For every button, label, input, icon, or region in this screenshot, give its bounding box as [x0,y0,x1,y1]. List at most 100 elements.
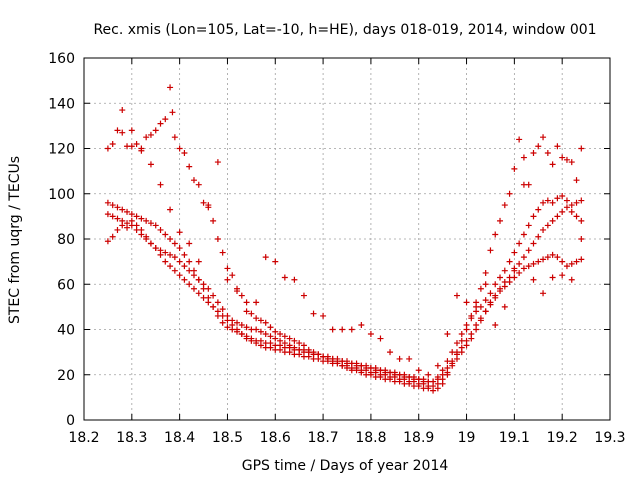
data-point [401,371,408,378]
data-point [573,177,580,184]
x-tick-label: 18.3 [116,430,147,446]
data-point [157,226,164,233]
data-point [143,217,150,224]
data-point [214,236,221,242]
data-point [186,163,193,170]
data-point [296,346,303,353]
data-point [549,199,556,206]
data-point [234,319,241,326]
data-point [568,260,575,267]
data-point [568,202,575,209]
data-point [573,258,580,265]
data-point [262,331,269,338]
data-point [449,349,456,356]
data-point [559,193,566,200]
data-point [243,299,250,306]
data-point [363,362,370,369]
axis-ticks [83,57,611,421]
data-point [143,134,150,141]
data-point [210,292,217,299]
data-point [344,358,350,365]
data-point [281,274,288,281]
data-point [544,222,551,229]
data-point [195,290,202,297]
data-point [104,211,111,218]
data-point [458,331,465,338]
data-point [253,315,260,322]
data-point [157,120,164,127]
x-tick-label: 18.8 [355,430,386,446]
data-point [214,312,221,319]
data-point [540,290,547,297]
data-point [190,267,197,274]
x-tick-label: 19.2 [547,430,578,446]
data-point [147,161,154,168]
x-tick-label: 18.6 [260,430,291,446]
data-point [549,161,556,168]
data-point [334,355,341,362]
data-point [300,292,307,299]
data-point [516,260,523,267]
data-point [329,326,336,333]
data-point [104,145,111,152]
data-point [315,351,322,358]
data-point [544,150,551,157]
data-point [114,226,121,233]
data-point [291,337,298,344]
data-point [124,220,131,227]
data-point [272,335,279,342]
y-tick-label: 140 [48,96,75,112]
data-point [506,278,513,285]
data-point [133,213,140,220]
data-point [224,324,231,331]
data-point [277,331,284,338]
data-point [152,245,159,252]
data-point [171,267,178,274]
data-point [190,285,197,292]
data-point [568,208,575,215]
data-point [310,310,317,317]
data-point [114,127,121,134]
data-point [563,204,570,211]
data-point [540,226,547,233]
data-point [425,371,432,378]
data-point [272,258,279,265]
data-point [133,140,140,147]
data-point [535,143,542,150]
data-point [415,367,422,374]
data-point [535,206,542,213]
data-point [200,199,207,206]
data-point [516,240,523,247]
data-point [544,197,551,204]
data-point [549,251,556,258]
x-tick-label: 18.5 [212,430,243,446]
data-point [119,129,126,136]
y-tick-label: 20 [57,368,75,384]
data-point [195,258,202,265]
data-point [353,360,360,367]
data-point [114,204,121,211]
data-point [511,165,518,172]
data-point [257,317,264,324]
data-point [286,335,293,342]
data-point [535,258,542,265]
data-point [195,181,202,188]
data-point [501,202,508,209]
data-point [176,229,183,236]
data-point [463,337,470,344]
data-point [320,312,327,319]
data-point [554,213,561,220]
data-point [473,308,480,315]
data-point [138,226,145,233]
data-point [128,127,135,134]
y-tick-labels: 0 20 40 60 80 100 120 140 160 [48,51,75,429]
data-point [525,222,532,229]
data-point [253,299,260,306]
data-point [520,181,527,188]
data-point [324,353,331,360]
data-point [128,143,135,150]
data-point [535,233,542,240]
data-point [147,131,154,138]
data-point [176,145,183,152]
y-tick-label: 100 [48,187,75,203]
